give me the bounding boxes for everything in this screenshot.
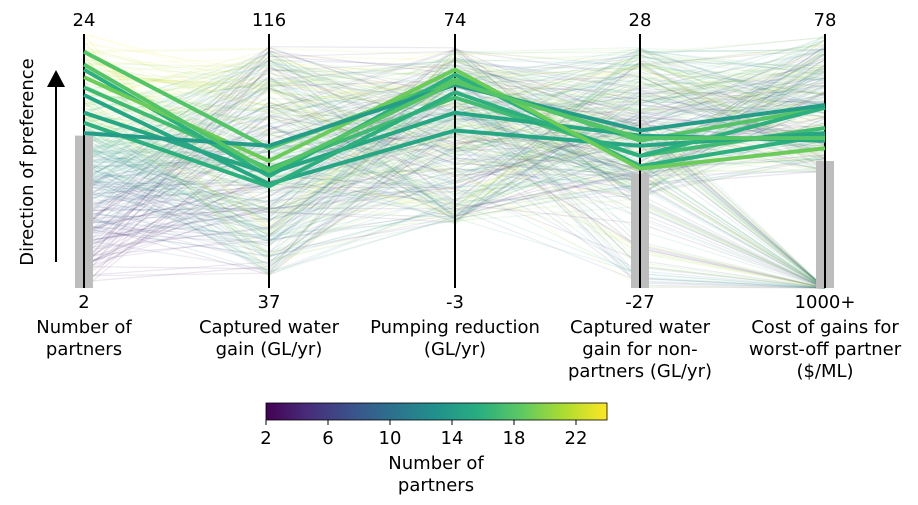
axis-label-captured: gain (GL/yr) bbox=[216, 339, 323, 360]
axis-label-cost: worst-off partner bbox=[749, 339, 902, 360]
axis-label-nonpartner: partners (GL/yr) bbox=[568, 361, 712, 382]
highlighted-solution-line bbox=[83, 62, 825, 174]
highlighted-solution-line bbox=[83, 50, 826, 151]
axis-top-value-cost: 78 bbox=[814, 10, 837, 31]
axis-label-pumping: Pumping reduction bbox=[370, 317, 540, 338]
axis-label-partners: Number of bbox=[36, 317, 132, 338]
colorbar-tick-label: 10 bbox=[379, 428, 402, 449]
axis-top-value-nonpartner: 28 bbox=[629, 10, 652, 31]
highlighted-solution-lines bbox=[83, 50, 826, 189]
colorbar-ticks: 2 6 10 14 18 22 bbox=[260, 420, 587, 449]
colorbar-tick-label: 2 bbox=[260, 428, 271, 449]
axis-bottom-value-captured: 37 bbox=[258, 292, 281, 313]
colorbar-tick-label: 18 bbox=[503, 428, 526, 449]
axis-label-cost: Cost of gains for bbox=[751, 317, 899, 338]
colorbar-title-line-2: partners bbox=[398, 475, 474, 496]
axis-label-partners: partners bbox=[46, 339, 122, 360]
axis-label-cost: ($/ML) bbox=[796, 361, 853, 382]
axis-label-nonpartner: gain for non- bbox=[582, 339, 697, 360]
colorbar-tick-label: 22 bbox=[565, 428, 588, 449]
axis-label-pumping: (GL/yr) bbox=[424, 339, 486, 360]
colorbar-title-line-1: Number of bbox=[388, 453, 484, 474]
axis-top-value-partners: 24 bbox=[73, 10, 96, 31]
axis-label-nonpartner: Captured water bbox=[570, 317, 711, 338]
axis-top-value-captured: 116 bbox=[252, 10, 286, 31]
preference-arrow-icon bbox=[47, 70, 65, 87]
axis-bottom-value-nonpartner: -27 bbox=[625, 292, 654, 313]
axis-bottom-value-cost: 1000+ bbox=[795, 292, 856, 313]
colorbar: 2 6 10 14 18 22 Number of partners bbox=[260, 402, 608, 496]
axis-bottom-value-pumping: -3 bbox=[446, 292, 464, 313]
highlighted-solution-line bbox=[83, 67, 826, 171]
colorbar-tick-label: 14 bbox=[441, 428, 464, 449]
colorbar-gradient bbox=[265, 402, 608, 421]
axis-lines bbox=[83, 34, 826, 288]
axis-label-captured: Captured water bbox=[199, 317, 340, 338]
colorbar-tick-label: 6 bbox=[322, 428, 333, 449]
preference-label: Direction of preference bbox=[17, 58, 38, 265]
preference-indicator: Direction of preference bbox=[17, 58, 65, 266]
axis-top-value-pumping: 74 bbox=[444, 10, 467, 31]
highlighted-solution-line bbox=[83, 82, 826, 148]
axis-bottom-value-partners: 2 bbox=[78, 292, 89, 313]
